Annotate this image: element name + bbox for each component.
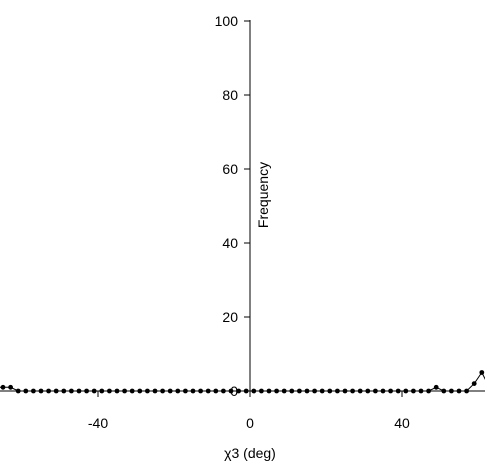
- x-tick-label: 40: [394, 415, 410, 431]
- data-point: [167, 388, 173, 394]
- data-point: [251, 388, 257, 394]
- x-tick-label: 0: [246, 415, 254, 431]
- data-point: [350, 388, 355, 394]
- data-point: [243, 388, 249, 394]
- data-point: [46, 388, 51, 394]
- data-point: [357, 388, 363, 394]
- data-point: [38, 388, 44, 394]
- data-point: [373, 388, 378, 394]
- data-point: [69, 388, 74, 394]
- data-point: [61, 388, 67, 394]
- data-point: [266, 388, 272, 394]
- x-axis-label: χ3 (deg): [224, 445, 276, 461]
- data-point: [365, 388, 371, 394]
- data-point: [137, 388, 143, 394]
- data-point: [335, 388, 340, 394]
- data-point: [297, 388, 302, 394]
- data-point: [449, 388, 454, 394]
- y-tick-label: 100: [215, 13, 239, 29]
- data-point: [418, 388, 424, 394]
- data-point: [441, 388, 447, 394]
- data-point: [122, 388, 127, 394]
- data-point: [411, 388, 416, 394]
- data-point: [205, 388, 211, 394]
- data-point: [107, 388, 112, 394]
- series-line: [0, 371, 485, 392]
- data-point: [259, 388, 264, 394]
- data-point: [129, 388, 135, 394]
- data-point: [281, 388, 287, 394]
- axes: [0, 20, 485, 392]
- data-point: [380, 388, 386, 394]
- data-point: [0, 384, 6, 390]
- data-point: [160, 388, 166, 394]
- data-point: [15, 388, 21, 394]
- y-tick-label: 60: [222, 161, 238, 177]
- data-points: [0, 370, 485, 394]
- data-point: [327, 388, 333, 394]
- data-point: [236, 388, 242, 394]
- data-point: [433, 384, 439, 390]
- y-tick-label: 40: [222, 235, 238, 251]
- data-point: [464, 388, 469, 394]
- data-point: [342, 388, 348, 394]
- y-axis-label: Frequency: [255, 162, 271, 228]
- data-point: [274, 388, 279, 394]
- data-point: [312, 388, 317, 394]
- data-point: [76, 388, 82, 394]
- data-point: [84, 388, 89, 394]
- data-point: [388, 388, 393, 394]
- data-point: [190, 388, 196, 394]
- data-point: [289, 388, 295, 394]
- y-tick-label: 20: [222, 309, 238, 325]
- data-point: [456, 388, 462, 394]
- x-tick-label: -40: [88, 415, 108, 431]
- data-point: [471, 381, 477, 386]
- data-point: [31, 388, 36, 394]
- data-point: [426, 388, 431, 394]
- data-point: [8, 384, 14, 390]
- data-point: [53, 388, 59, 394]
- x-ticks: -120-80-4004080100120: [88, 391, 410, 431]
- data-point: [183, 388, 188, 394]
- y-tick-label: 80: [222, 87, 238, 103]
- data-point: [23, 388, 29, 394]
- data-point: [221, 388, 226, 394]
- data-point: [175, 388, 181, 394]
- data-point: [228, 388, 234, 394]
- data-point: [479, 370, 485, 375]
- data-point: [152, 388, 158, 394]
- data-point: [403, 388, 409, 394]
- data-point: [145, 388, 150, 394]
- data-point: [114, 388, 120, 394]
- data-point: [213, 388, 219, 394]
- data-point: [319, 388, 325, 394]
- data-point: [395, 388, 401, 394]
- data-point: [198, 388, 204, 394]
- data-point: [304, 388, 310, 394]
- data-point: [91, 388, 97, 394]
- data-point: [99, 388, 105, 394]
